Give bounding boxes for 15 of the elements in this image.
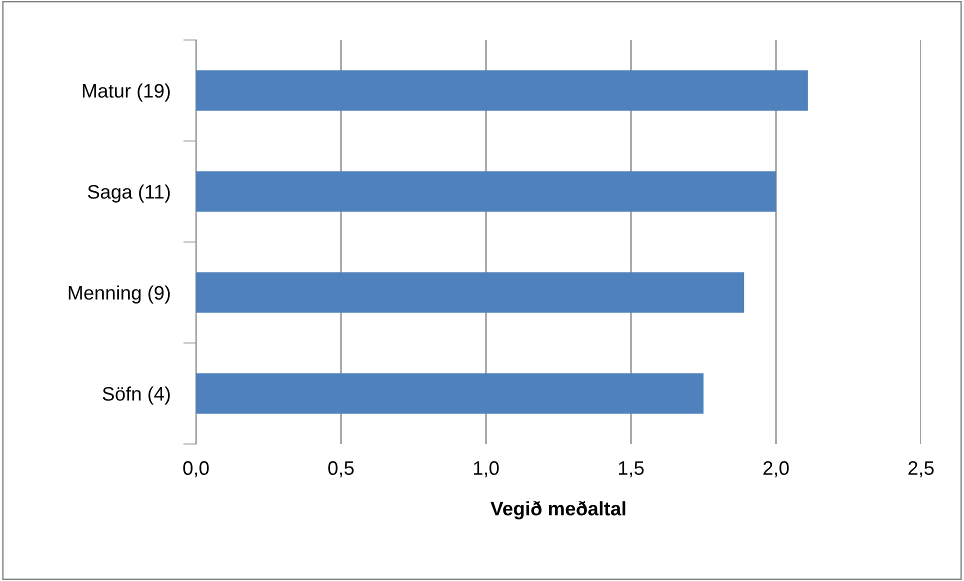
bar [196,373,704,414]
y-tick-label: Söfn (4) [102,386,170,405]
x-tick-label: 2,0 [763,461,789,478]
x-tick-label: 1,0 [474,461,499,478]
bar [196,272,744,313]
x-tick-label: 0,0 [183,461,209,478]
y-tick-label: Saga (11) [88,184,170,203]
x-tick-label: 0,5 [328,461,354,478]
x-axis-title: Vegið meðaltal [490,501,626,520]
x-tick-label: 2,5 [908,461,934,478]
bar [196,70,808,111]
y-tick-label: Menning (9) [68,285,170,304]
y-tick-label: Matur (19) [82,83,170,102]
x-tick-label: 1,5 [618,461,644,478]
bar [196,171,776,212]
